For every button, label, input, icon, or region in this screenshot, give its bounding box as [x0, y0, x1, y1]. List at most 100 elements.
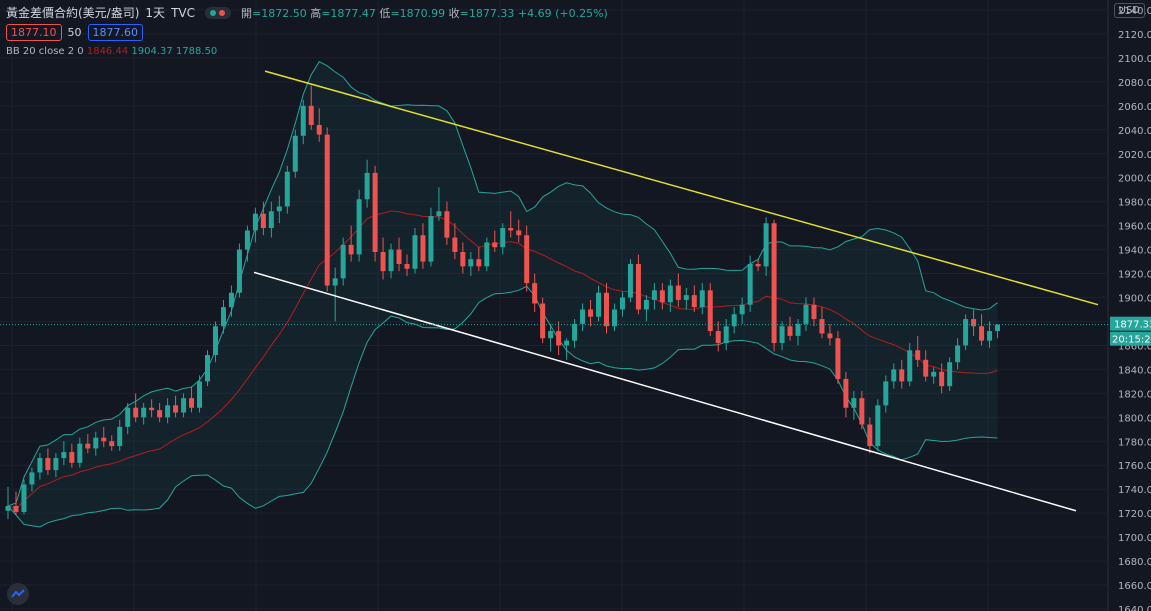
candle	[308, 105, 314, 126]
candle	[572, 323, 578, 341]
y-tick-label: 1960.00	[1118, 222, 1151, 233]
candle	[995, 324, 1001, 332]
candle	[324, 134, 330, 286]
currency-button[interactable]: USD	[1113, 3, 1145, 18]
candle	[779, 326, 785, 344]
candle	[284, 171, 290, 207]
candle	[53, 458, 59, 471]
candle	[723, 326, 729, 344]
candle	[492, 242, 498, 248]
candle	[596, 292, 602, 317]
candle	[619, 297, 625, 310]
y-tick-label: 2100.00	[1118, 54, 1151, 65]
candle	[516, 230, 522, 236]
candle	[197, 381, 203, 408]
candle	[37, 458, 43, 473]
sell-price-button[interactable]: 1877.10	[6, 24, 62, 41]
y-tick-label: 1780.00	[1118, 437, 1151, 448]
candle	[675, 285, 681, 300]
candle	[835, 338, 841, 379]
interval-label[interactable]: 1天	[145, 6, 166, 20]
candle	[348, 244, 354, 255]
candle	[883, 381, 889, 406]
change-value: +4.69 (+0.25%)	[517, 6, 608, 20]
candle	[955, 345, 961, 363]
y-tick-label: 1700.00	[1118, 533, 1151, 544]
y-tick-label: 2040.00	[1118, 126, 1151, 137]
candle	[907, 350, 913, 382]
buy-price-button[interactable]: 1877.60	[87, 24, 143, 41]
candle	[508, 228, 514, 231]
y-tick-label: 1940.00	[1118, 246, 1151, 257]
candle	[45, 458, 51, 471]
candle	[827, 333, 833, 339]
indicator-legend[interactable]: BB 20 close 2 0 1846.44 1904.37 1788.50	[6, 46, 217, 57]
candle	[69, 452, 75, 463]
bb-basis-value: 1846.44	[86, 46, 129, 57]
candle	[987, 331, 993, 341]
candle	[372, 172, 378, 252]
candle	[212, 326, 218, 356]
candle	[763, 223, 769, 267]
y-tick-label: 1900.00	[1118, 294, 1151, 305]
candle	[165, 405, 171, 418]
candle	[819, 319, 825, 334]
candle	[5, 505, 11, 511]
candle	[244, 230, 250, 250]
candle	[875, 405, 881, 447]
candle	[795, 323, 801, 336]
candle	[436, 211, 442, 217]
candle	[691, 295, 697, 308]
last-price-label: 1877.33	[1114, 320, 1151, 331]
tradingview-icon[interactable]	[7, 583, 29, 605]
candle	[739, 304, 745, 315]
candle	[13, 505, 19, 512]
spread-value: 50	[67, 26, 82, 39]
candle	[21, 484, 27, 512]
candle	[811, 304, 817, 320]
candle	[939, 371, 945, 387]
candle	[651, 290, 657, 300]
candle	[979, 326, 985, 341]
candle	[93, 437, 99, 449]
y-tick-label: 2120.00	[1118, 30, 1151, 41]
y-tick-label: 1860.00	[1118, 341, 1151, 352]
bb-upper-line	[7, 61, 998, 507]
candle	[899, 369, 905, 382]
candle	[971, 319, 977, 327]
symbol-title[interactable]: 黃金差價合約(美元/盎司)	[6, 6, 140, 20]
candle	[85, 443, 91, 449]
candle	[228, 292, 234, 308]
candle	[915, 350, 921, 360]
candle	[643, 299, 649, 310]
candle	[452, 237, 458, 252]
candle	[189, 398, 195, 408]
candle	[332, 278, 338, 286]
candle	[564, 340, 570, 346]
y-tick-label: 1720.00	[1118, 509, 1151, 520]
candle	[699, 290, 705, 308]
market-status-icon[interactable]	[204, 6, 231, 19]
candle	[851, 398, 857, 408]
candle	[548, 331, 554, 339]
candle	[947, 362, 953, 387]
countdown-label: 20:15:29	[1112, 335, 1151, 346]
candle	[588, 309, 594, 317]
candle	[931, 371, 937, 377]
chart-header: 黃金差價合約(美元/盎司) 1天 TVC 開=1872.50 高=1877.47…	[6, 4, 608, 21]
candle	[125, 407, 131, 427]
y-tick-label: 1840.00	[1118, 365, 1151, 376]
y-tick-label: 1800.00	[1118, 413, 1151, 424]
candle	[635, 263, 641, 310]
candle	[380, 251, 386, 272]
y-tick-label: 1820.00	[1118, 389, 1151, 400]
candle	[667, 285, 673, 303]
candle	[604, 292, 609, 327]
candle	[843, 378, 849, 408]
candle	[252, 213, 258, 231]
candle	[268, 211, 274, 229]
y-tick-label: 1680.00	[1118, 557, 1151, 568]
indicator-label: BB 20 close 2 0	[6, 46, 84, 57]
